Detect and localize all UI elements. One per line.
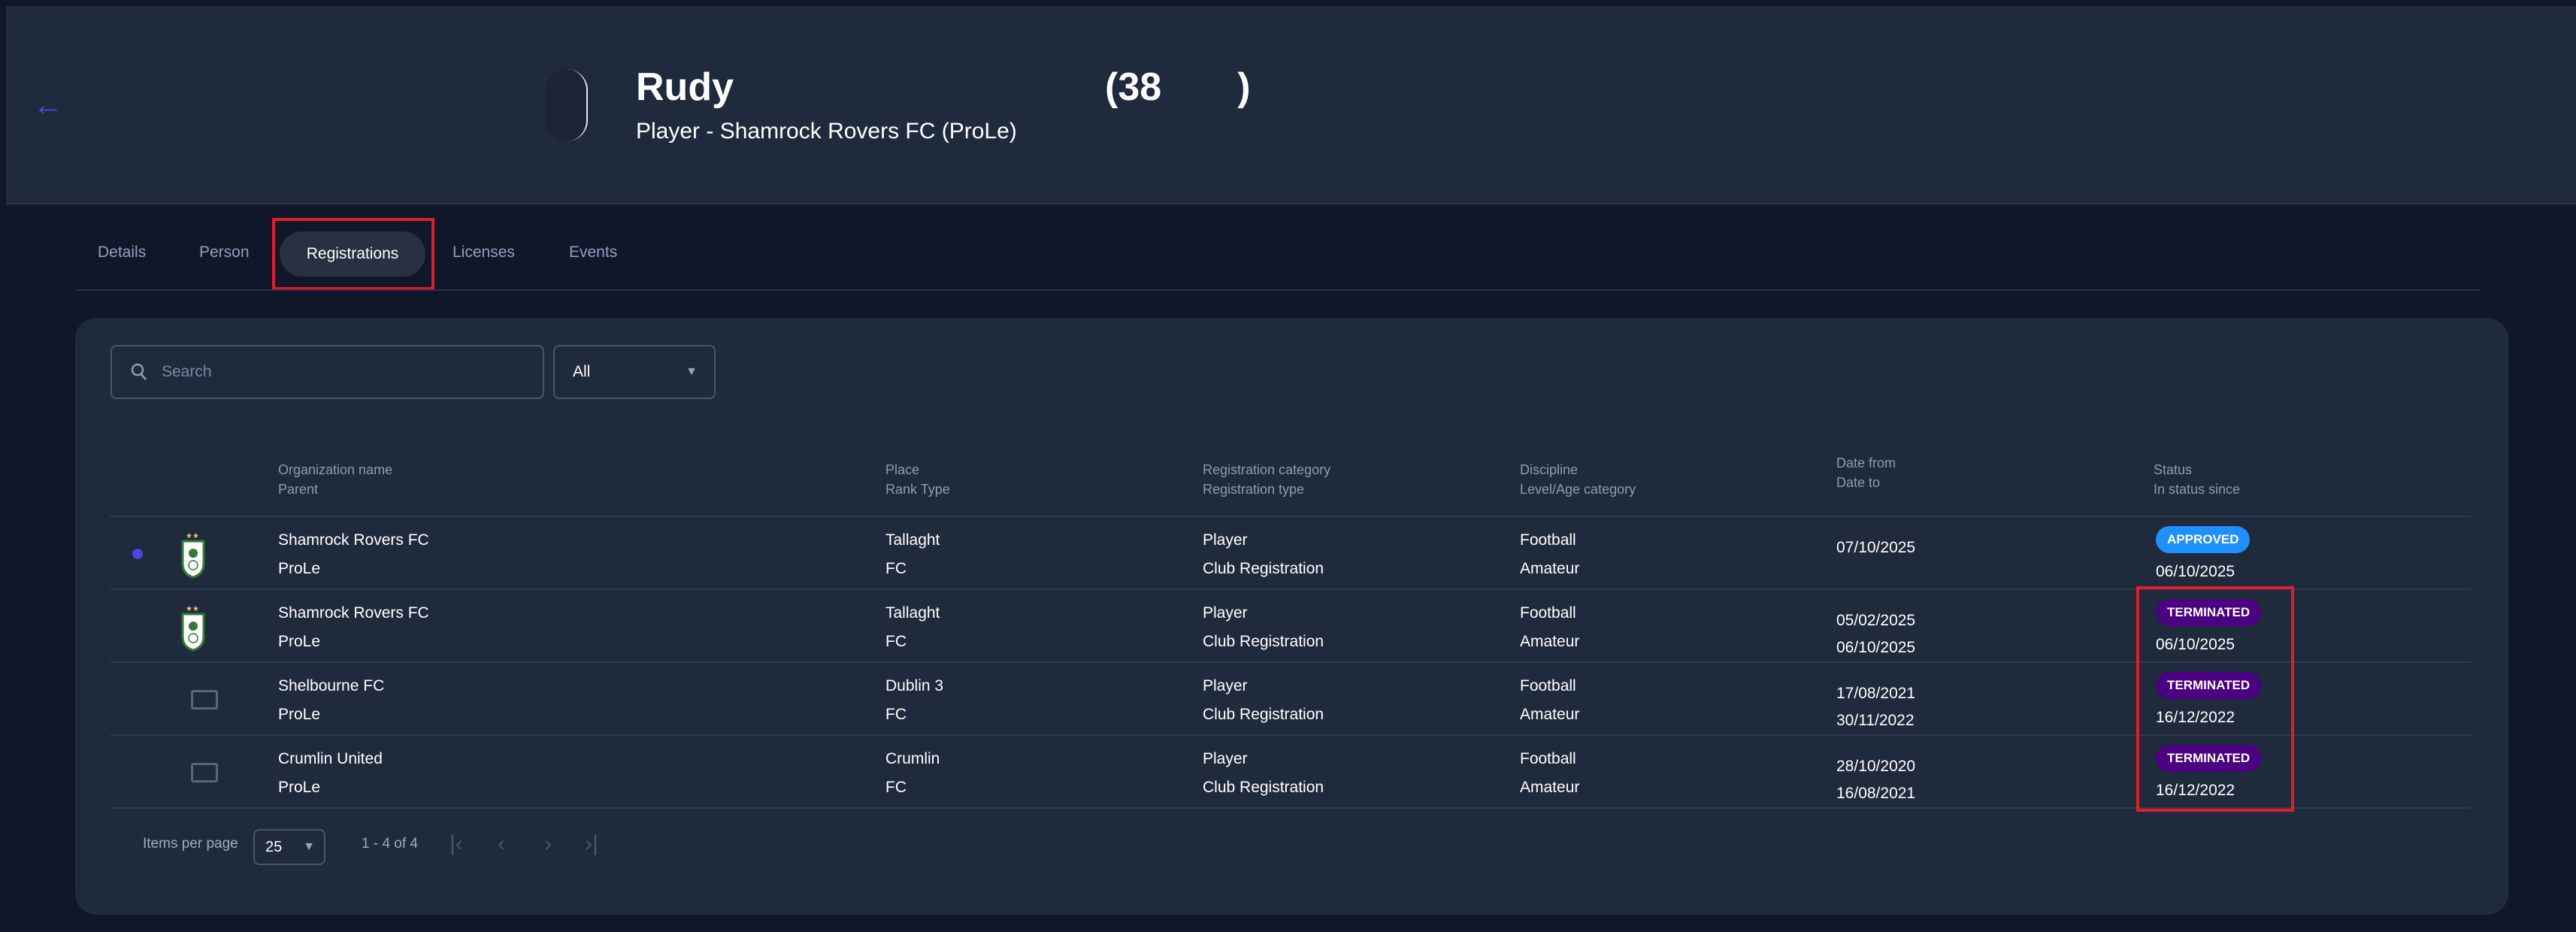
items-per-page-select[interactable]: 25 ▼ (253, 829, 325, 865)
items-per-page-value: 25 (265, 838, 283, 855)
registration-category: Player (1203, 677, 1248, 694)
items-per-page-label: Items per page (143, 836, 238, 852)
status-badge: TERMINATED (2156, 598, 2262, 626)
place: Tallaght (885, 531, 940, 549)
table-row[interactable]: ★★ Shamrock Rovers FC ProLe Tallaght FC Playe… (0, 517, 2576, 590)
level-category: Amateur (1520, 633, 1580, 650)
registration-category: Player (1203, 531, 1248, 549)
date-to: 06/10/2025 (1836, 639, 1916, 656)
date-from: 07/10/2025 (1836, 539, 1916, 556)
level-category: Amateur (1520, 779, 1580, 796)
back-arrow-icon[interactable]: ← (33, 89, 63, 122)
table-row[interactable]: Shelbourne FC ProLe Dublin 3 FC Player Club R… (0, 663, 2576, 736)
svg-text:★★: ★★ (186, 532, 199, 540)
highlight-box-tab (272, 218, 434, 290)
column-header-registration[interactable]: Registration category Registration type (1203, 462, 1331, 497)
person-age: (38 ) (1105, 65, 1251, 109)
place: Tallaght (885, 604, 940, 622)
discipline: Football (1520, 677, 1576, 694)
search-input[interactable]: Search (110, 345, 544, 399)
organization-name: Shamrock Rovers FC (278, 531, 429, 549)
row-divider (110, 589, 2471, 590)
parent-name: ProLe (278, 706, 321, 723)
organization-name: Shamrock Rovers FC (278, 604, 429, 622)
registration-type: Club Registration (1203, 560, 1324, 577)
column-header-place[interactable]: Place Rank Type (885, 462, 950, 497)
place: Crumlin (885, 750, 940, 767)
tab-registrations[interactable]: Registrations (280, 231, 425, 277)
discipline: Football (1520, 750, 1576, 767)
avatar (546, 69, 588, 141)
registration-category: Player (1203, 750, 1248, 767)
search-icon (131, 363, 147, 380)
last-page-icon[interactable]: ›| (585, 831, 598, 856)
registrations-card (75, 318, 2508, 915)
table-row[interactable]: ★★ Shamrock Rovers FC ProLe Tallaght FC Playe… (0, 590, 2576, 663)
date-to: 16/08/2021 (1836, 785, 1916, 802)
header-divider (110, 516, 2471, 517)
previous-page-icon[interactable]: ‹ (498, 831, 505, 856)
status-filter-select[interactable]: All ▼ (553, 345, 716, 399)
registration-type: Club Registration (1203, 779, 1324, 796)
rank-type: FC (885, 779, 907, 796)
tab-details[interactable]: Details (98, 244, 147, 261)
status-since: 06/10/2025 (2156, 563, 2235, 580)
status-since: 06/10/2025 (2156, 636, 2235, 653)
highlight-box-status (2136, 586, 2294, 812)
column-header-status[interactable]: Status In status since (2154, 462, 2241, 497)
registration-category: Player (1203, 604, 1248, 622)
profile-header (6, 6, 2576, 204)
discipline: Football (1520, 604, 1576, 622)
chevron-down-icon: ▼ (686, 365, 698, 378)
status-filter-value: All (573, 363, 591, 380)
tab-licenses[interactable]: Licenses (453, 244, 515, 261)
current-registration-dot (132, 549, 143, 559)
tab-person[interactable]: Person (199, 244, 250, 261)
registration-type: Club Registration (1203, 633, 1324, 650)
date-from: 05/02/2025 (1836, 612, 1916, 629)
svg-text:★★: ★★ (186, 605, 199, 613)
date-from: 17/08/2021 (1836, 685, 1916, 702)
status-badge: TERMINATED (2156, 743, 2262, 772)
next-page-icon[interactable]: › (544, 831, 552, 856)
status-badge: APPROVED (2156, 525, 2251, 553)
date-from: 28/10/2020 (1836, 758, 1916, 775)
club-crest-icon: ★★ (180, 604, 206, 652)
organization-name: Shelbourne FC (278, 677, 385, 694)
row-divider (110, 661, 2471, 663)
image-placeholder-icon (191, 690, 218, 710)
club-crest-icon: ★★ (180, 531, 206, 579)
parent-name: ProLe (278, 779, 321, 796)
rank-type: FC (885, 633, 907, 650)
row-divider (110, 734, 2471, 736)
status-since: 16/12/2022 (2156, 782, 2235, 799)
parent-name: ProLe (278, 633, 321, 650)
chevron-down-icon: ▼ (303, 840, 315, 853)
organization-name: Crumlin United (278, 750, 383, 767)
discipline: Football (1520, 531, 1576, 549)
date-to: 30/11/2022 (1836, 712, 1915, 729)
column-header-dates[interactable]: Date from Date to (1836, 455, 1896, 490)
person-name: Rudy (636, 65, 734, 109)
column-header-discipline[interactable]: Discipline Level/Age category (1520, 462, 1636, 497)
rank-type: FC (885, 706, 907, 723)
tabs-divider (75, 289, 2481, 291)
tab-events[interactable]: Events (569, 244, 618, 261)
first-page-icon[interactable]: |‹ (450, 831, 463, 856)
rank-type: FC (885, 560, 907, 577)
row-divider (110, 807, 2471, 809)
person-subtitle: Player - Shamrock Rovers FC (ProLe) (636, 119, 1017, 144)
level-category: Amateur (1520, 706, 1580, 723)
place: Dublin 3 (885, 677, 944, 694)
level-category: Amateur (1520, 560, 1580, 577)
parent-name: ProLe (278, 560, 321, 577)
search-placeholder: Search (162, 363, 212, 380)
status-badge: TERMINATED (2156, 670, 2262, 699)
status-since: 16/12/2022 (2156, 709, 2235, 726)
column-header-organization[interactable]: Organization name Parent (278, 462, 393, 497)
table-row[interactable]: Crumlin United ProLe Crumlin FC Player Club R… (0, 736, 2576, 809)
registration-type: Club Registration (1203, 706, 1324, 723)
image-placeholder-icon (191, 763, 218, 782)
pagination-range: 1 - 4 of 4 (362, 836, 418, 852)
